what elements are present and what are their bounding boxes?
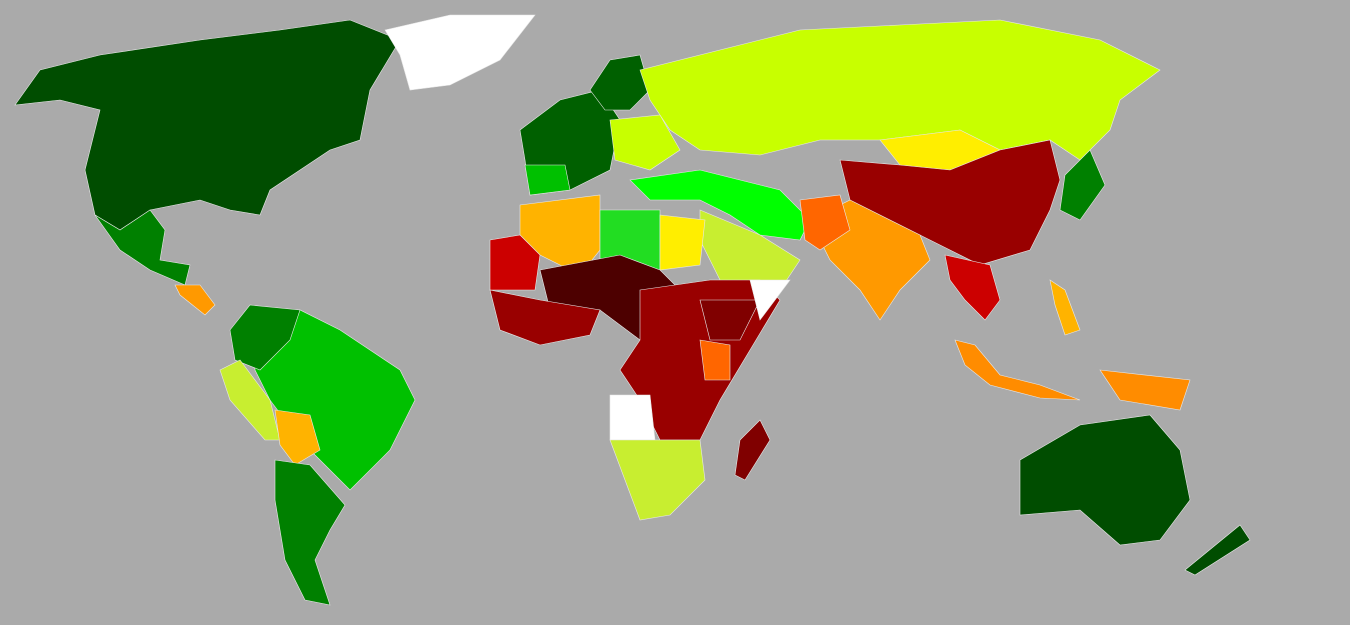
country-region: [14, 19, 401, 231]
country-region: [94, 209, 191, 286]
country-region: [274, 459, 346, 606]
country-region: [659, 214, 706, 271]
country-region: [609, 439, 706, 521]
country-region: [274, 409, 321, 466]
country-region: [629, 169, 811, 241]
country-region: [699, 339, 731, 381]
country-region: [1049, 279, 1081, 336]
country-region: [699, 299, 761, 341]
country-region: [1019, 414, 1191, 546]
country-region: [384, 14, 536, 91]
country-region: [1059, 149, 1106, 221]
country-region: [524, 164, 571, 196]
country-region: [749, 279, 791, 321]
country-region: [489, 289, 601, 346]
country-region: [1099, 369, 1191, 411]
country-region: [954, 339, 1081, 401]
country-region: [1184, 524, 1251, 576]
country-region: [489, 234, 541, 291]
country-region: [639, 19, 1161, 161]
country-region: [799, 194, 851, 251]
country-region: [609, 114, 681, 171]
country-region: [249, 309, 416, 491]
country-region: [229, 304, 301, 371]
country-region: [174, 284, 216, 316]
country-region: [734, 419, 771, 481]
country-region: [609, 394, 656, 441]
country-region: [944, 254, 1001, 321]
